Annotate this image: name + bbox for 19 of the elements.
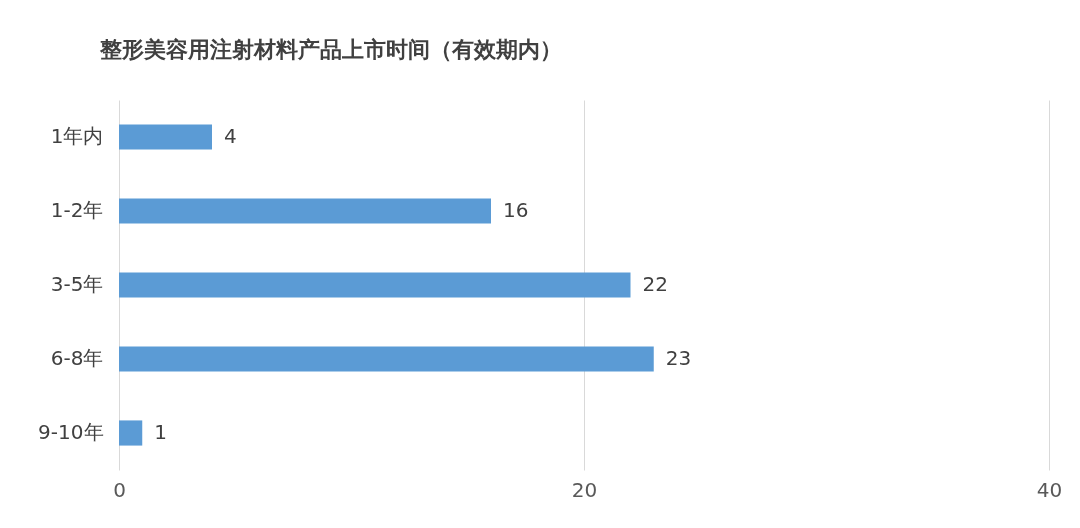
data-label: 4 xyxy=(224,124,237,148)
chart-title: 整形美容用注射材料产品上市时间（有效期内） xyxy=(98,37,562,62)
y-tick-label: 9-10年 xyxy=(38,420,104,444)
data-label: 22 xyxy=(642,272,668,296)
x-tick-label: 40 xyxy=(1036,477,1063,502)
y-tick-label: 1-2年 xyxy=(50,198,104,222)
bar xyxy=(119,124,212,150)
bar xyxy=(119,346,654,372)
bar xyxy=(119,272,631,298)
data-label: 23 xyxy=(665,346,692,370)
x-tick-label: 0 xyxy=(113,477,126,502)
data-label: 16 xyxy=(503,198,529,222)
y-tick-label: 3-5年 xyxy=(50,272,104,296)
bar xyxy=(119,198,491,224)
data-label: 1 xyxy=(154,420,167,444)
x-tick-label: 20 xyxy=(571,477,598,502)
y-tick-label: 6-8年 xyxy=(50,346,104,370)
y-tick-label: 1年内 xyxy=(50,124,104,148)
bar xyxy=(119,420,143,446)
